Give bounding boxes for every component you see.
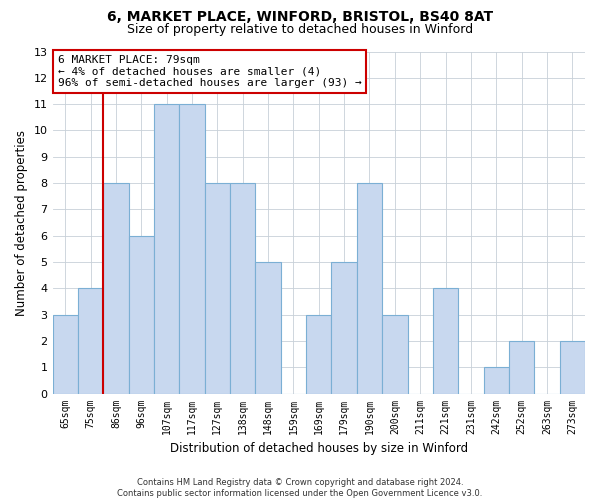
Bar (103, 183, 128, 394)
Bar (357, 183, 382, 394)
Bar (154, 104, 179, 394)
Bar (205, 183, 230, 394)
Bar (230, 183, 256, 394)
Bar (509, 341, 534, 394)
Text: 6, MARKET PLACE, WINFORD, BRISTOL, BS40 8AT: 6, MARKET PLACE, WINFORD, BRISTOL, BS40 … (107, 10, 493, 24)
Bar (382, 314, 407, 394)
Bar (128, 236, 154, 394)
Bar (484, 367, 509, 394)
X-axis label: Distribution of detached houses by size in Winford: Distribution of detached houses by size … (170, 442, 468, 455)
Bar (560, 341, 585, 394)
Bar (331, 262, 357, 394)
Bar (53, 314, 78, 394)
Text: Size of property relative to detached houses in Winford: Size of property relative to detached ho… (127, 22, 473, 36)
Text: 6 MARKET PLACE: 79sqm
← 4% of detached houses are smaller (4)
96% of semi-detach: 6 MARKET PLACE: 79sqm ← 4% of detached h… (58, 55, 362, 88)
Y-axis label: Number of detached properties: Number of detached properties (15, 130, 28, 316)
Bar (256, 262, 281, 394)
Bar (78, 288, 103, 394)
Text: Contains HM Land Registry data © Crown copyright and database right 2024.
Contai: Contains HM Land Registry data © Crown c… (118, 478, 482, 498)
Bar (179, 104, 205, 394)
Bar (306, 314, 331, 394)
Bar (433, 288, 458, 394)
